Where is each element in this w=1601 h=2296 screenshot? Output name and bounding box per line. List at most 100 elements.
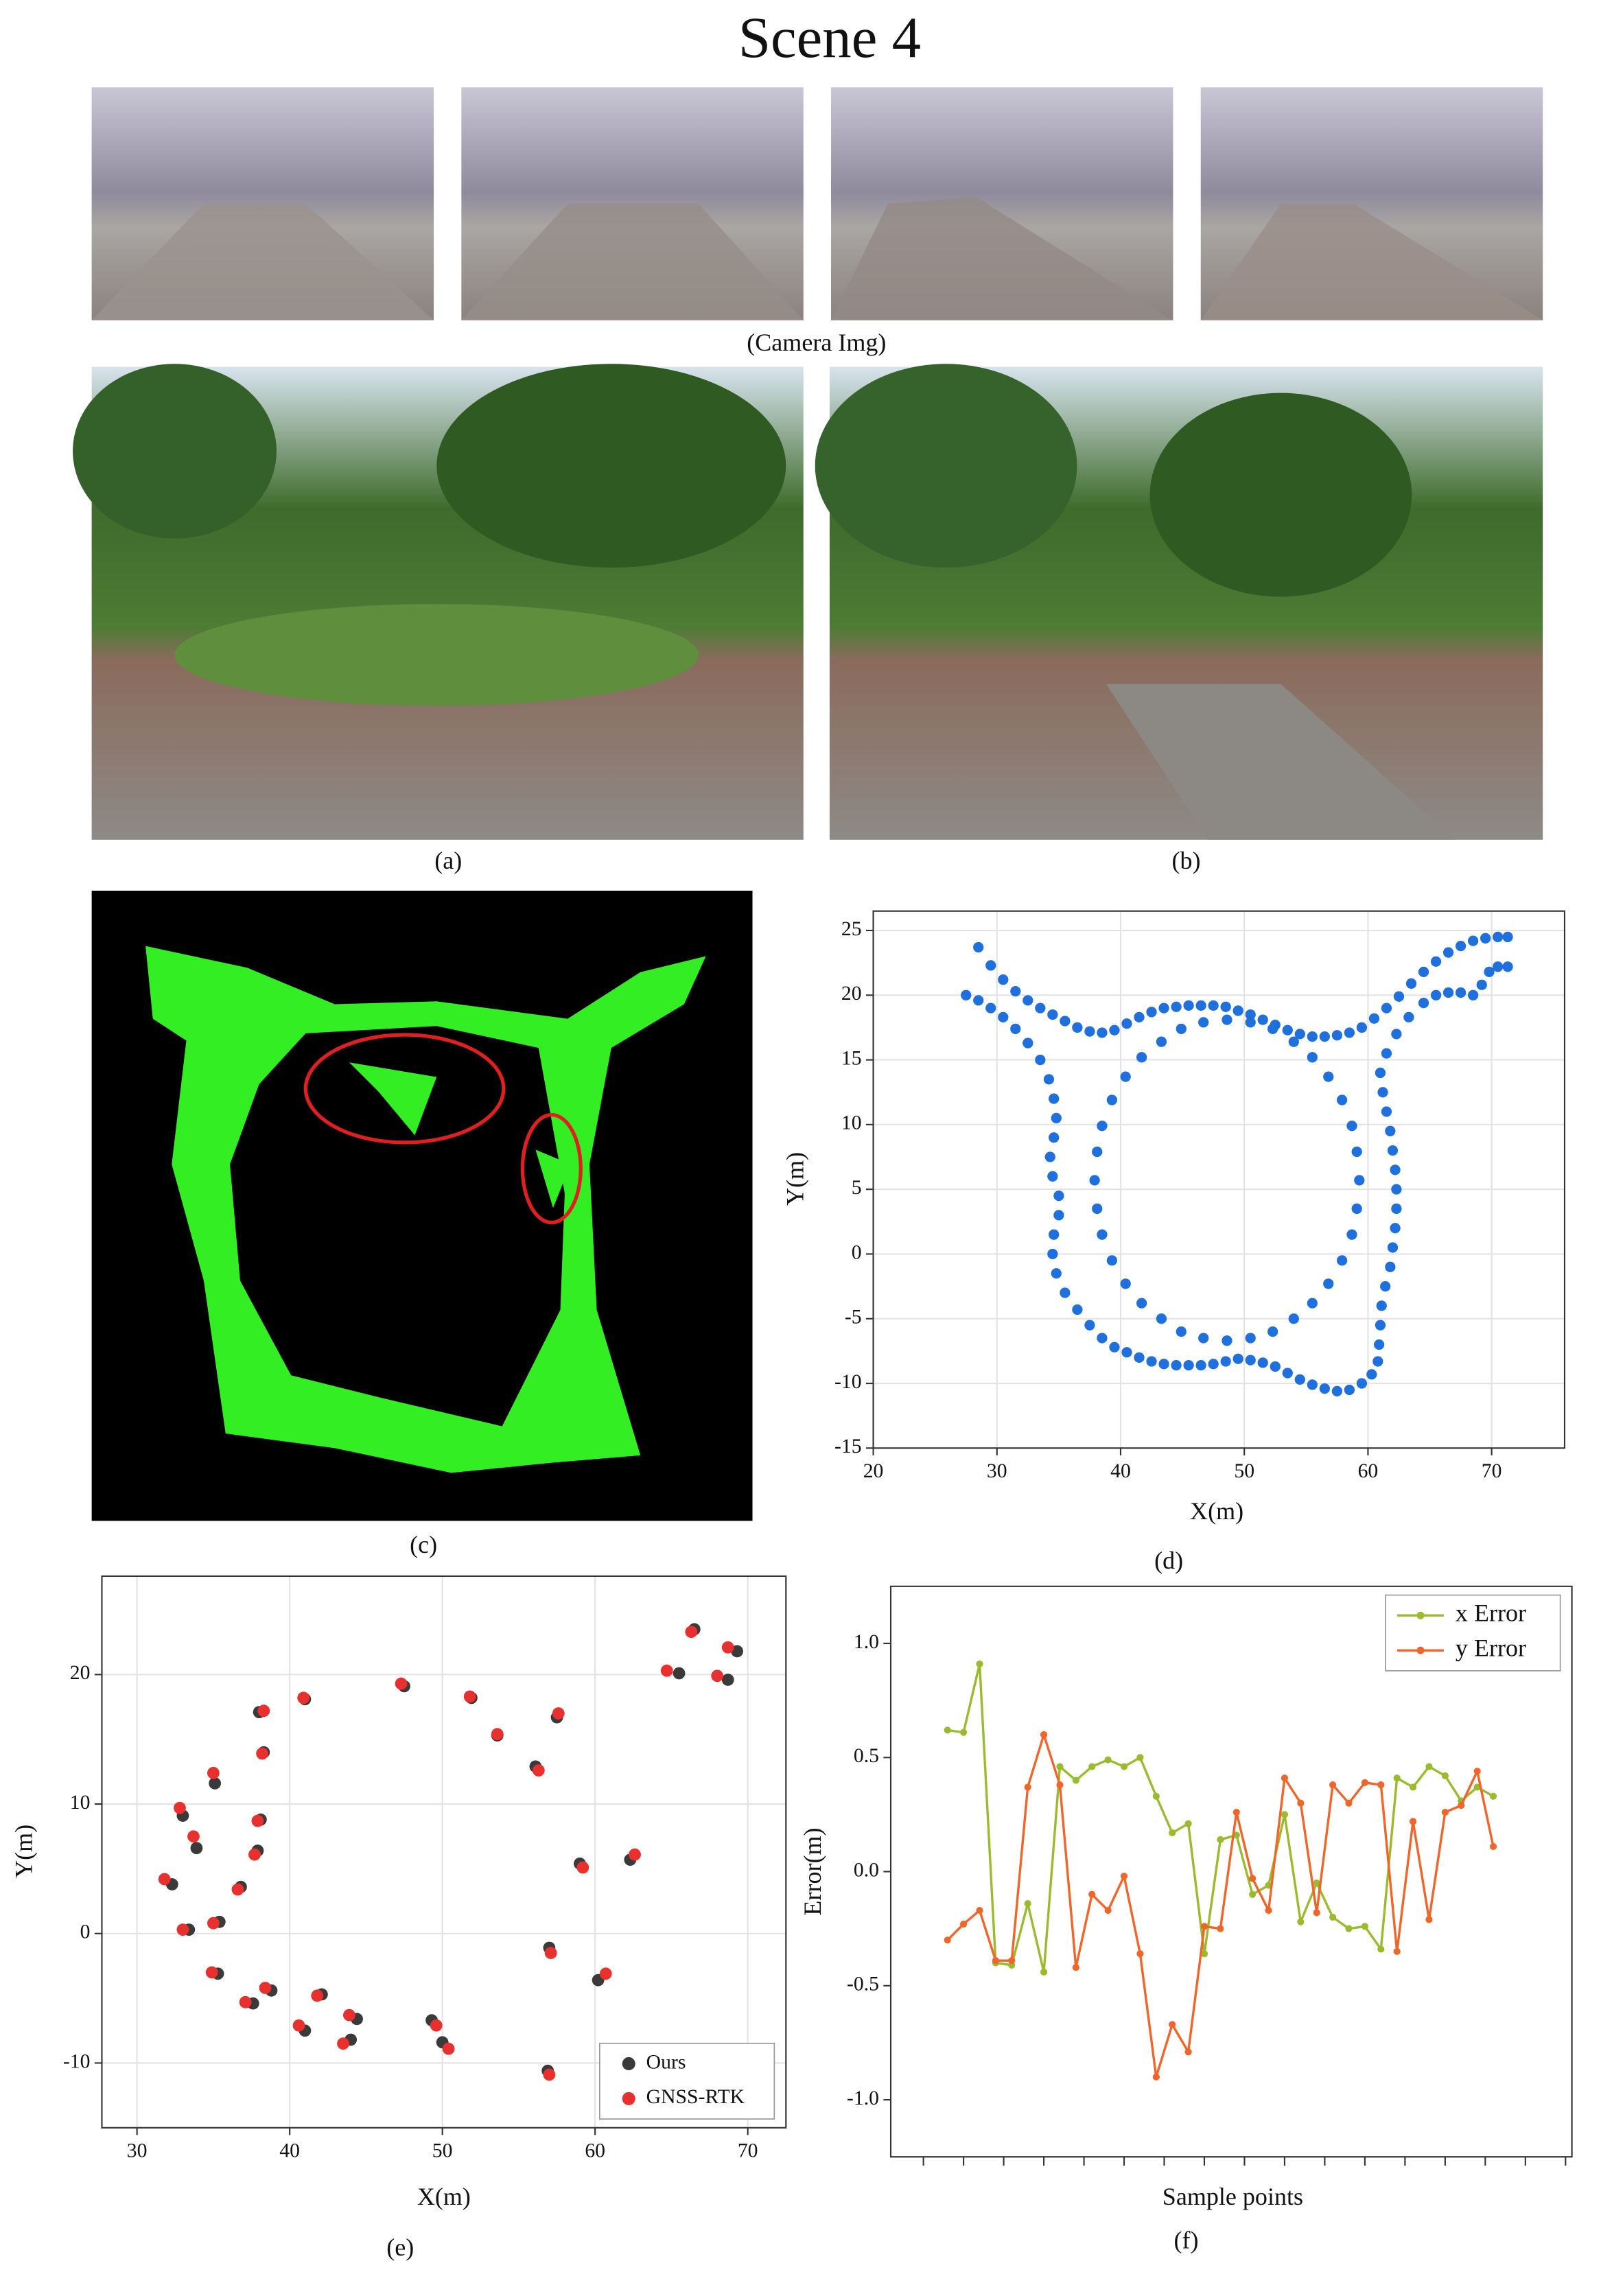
plot-frame xyxy=(101,1575,787,2129)
point xyxy=(1008,1957,1016,1965)
point xyxy=(1430,989,1442,1000)
point xyxy=(1217,1836,1224,1844)
point xyxy=(174,1801,186,1814)
point xyxy=(1195,1360,1206,1371)
point xyxy=(1313,1879,1320,1887)
point xyxy=(1390,1164,1401,1175)
point xyxy=(985,1003,996,1014)
point xyxy=(1156,1313,1167,1324)
point xyxy=(1092,1203,1103,1215)
point xyxy=(1267,1023,1278,1034)
map-noise xyxy=(349,1062,571,1208)
point xyxy=(1245,1009,1256,1020)
point xyxy=(1208,1359,1219,1370)
point xyxy=(543,2068,556,2081)
point xyxy=(1040,1968,1048,1976)
point xyxy=(205,1966,218,1979)
point xyxy=(1097,1229,1108,1240)
point xyxy=(259,1982,272,1994)
point xyxy=(1092,1146,1103,1158)
legend-label: GNSS-RTK xyxy=(646,2086,745,2108)
x-tick-label: 20 xyxy=(863,1460,884,1482)
point xyxy=(1156,1036,1167,1047)
point xyxy=(1220,1001,1231,1012)
highlight xyxy=(520,1112,583,1225)
chart: 1.0 0.5 0.0 -0.5 -1.0 Sample points Error(m) x … xyxy=(799,1585,1573,2210)
point xyxy=(442,2042,455,2055)
point xyxy=(1418,997,1429,1009)
point xyxy=(239,1995,252,2008)
point xyxy=(1297,1799,1305,1807)
point xyxy=(1323,1071,1334,1082)
point xyxy=(1425,1916,1433,1923)
point xyxy=(430,2019,443,2032)
point xyxy=(944,1936,951,1944)
point xyxy=(1430,956,1442,967)
point xyxy=(1307,1052,1318,1063)
point xyxy=(1208,1000,1219,1011)
point xyxy=(1097,1121,1108,1132)
point xyxy=(256,1747,269,1760)
point xyxy=(1072,1022,1083,1033)
point xyxy=(985,960,996,971)
point xyxy=(1047,1248,1058,1260)
point xyxy=(1265,1906,1272,1914)
point xyxy=(998,974,1009,985)
point xyxy=(1183,1000,1194,1011)
point xyxy=(395,1677,408,1690)
point xyxy=(1257,1357,1268,1368)
point xyxy=(343,2008,355,2022)
point xyxy=(1336,1094,1348,1105)
point xyxy=(1385,1261,1396,1272)
point xyxy=(1056,1763,1064,1770)
point xyxy=(1329,1781,1337,1789)
chart: -10 0 10 20 30 40 50 60 70 X(m) Y(m) Ours GNSS-RTK xyxy=(10,1575,787,2210)
y-tick-label: -10 xyxy=(834,1371,862,1393)
y-tick-label: 0 xyxy=(80,1921,91,1943)
point xyxy=(1356,1022,1368,1033)
point xyxy=(1044,1151,1055,1162)
point xyxy=(1381,1106,1392,1117)
point xyxy=(1049,1132,1060,1143)
point xyxy=(1232,1808,1240,1816)
caption: (e) xyxy=(386,2234,414,2261)
point xyxy=(231,1883,244,1896)
caption: (Camera Img) xyxy=(747,329,886,356)
point xyxy=(1109,1342,1120,1352)
point xyxy=(1361,1923,1369,1930)
point xyxy=(1381,1048,1392,1059)
point xyxy=(311,1989,324,2002)
point xyxy=(1484,966,1495,977)
point xyxy=(1476,979,1487,990)
point xyxy=(1374,1339,1385,1350)
y-tick-label: -5 xyxy=(845,1307,862,1328)
point xyxy=(1220,1356,1231,1367)
x-tick-label: 70 xyxy=(738,2140,758,2162)
point xyxy=(1120,1278,1131,1289)
point xyxy=(1060,1287,1071,1298)
point xyxy=(1368,1013,1380,1024)
y-tick-label: 20 xyxy=(70,1662,91,1684)
point xyxy=(1385,1125,1396,1136)
y-tick-label: 15 xyxy=(841,1047,862,1069)
y-tick-label: 1.0 xyxy=(854,1631,879,1653)
point xyxy=(1375,1320,1386,1331)
point xyxy=(1441,1772,1449,1779)
point xyxy=(1040,1731,1048,1739)
point xyxy=(1222,1014,1232,1025)
highlight xyxy=(303,1033,506,1145)
legend-label: Ours xyxy=(646,2051,686,2073)
point xyxy=(1307,1031,1318,1042)
point xyxy=(1294,1374,1305,1385)
point xyxy=(1158,1003,1169,1014)
point xyxy=(544,1947,557,1959)
point xyxy=(1307,1298,1318,1309)
y-tick-label: -1.0 xyxy=(847,2087,879,2109)
y-tick-label: 25 xyxy=(841,918,862,940)
point xyxy=(1022,995,1033,1006)
point xyxy=(1198,1333,1209,1344)
point xyxy=(1377,1945,1385,1953)
point xyxy=(207,1766,220,1779)
point xyxy=(1455,987,1466,998)
